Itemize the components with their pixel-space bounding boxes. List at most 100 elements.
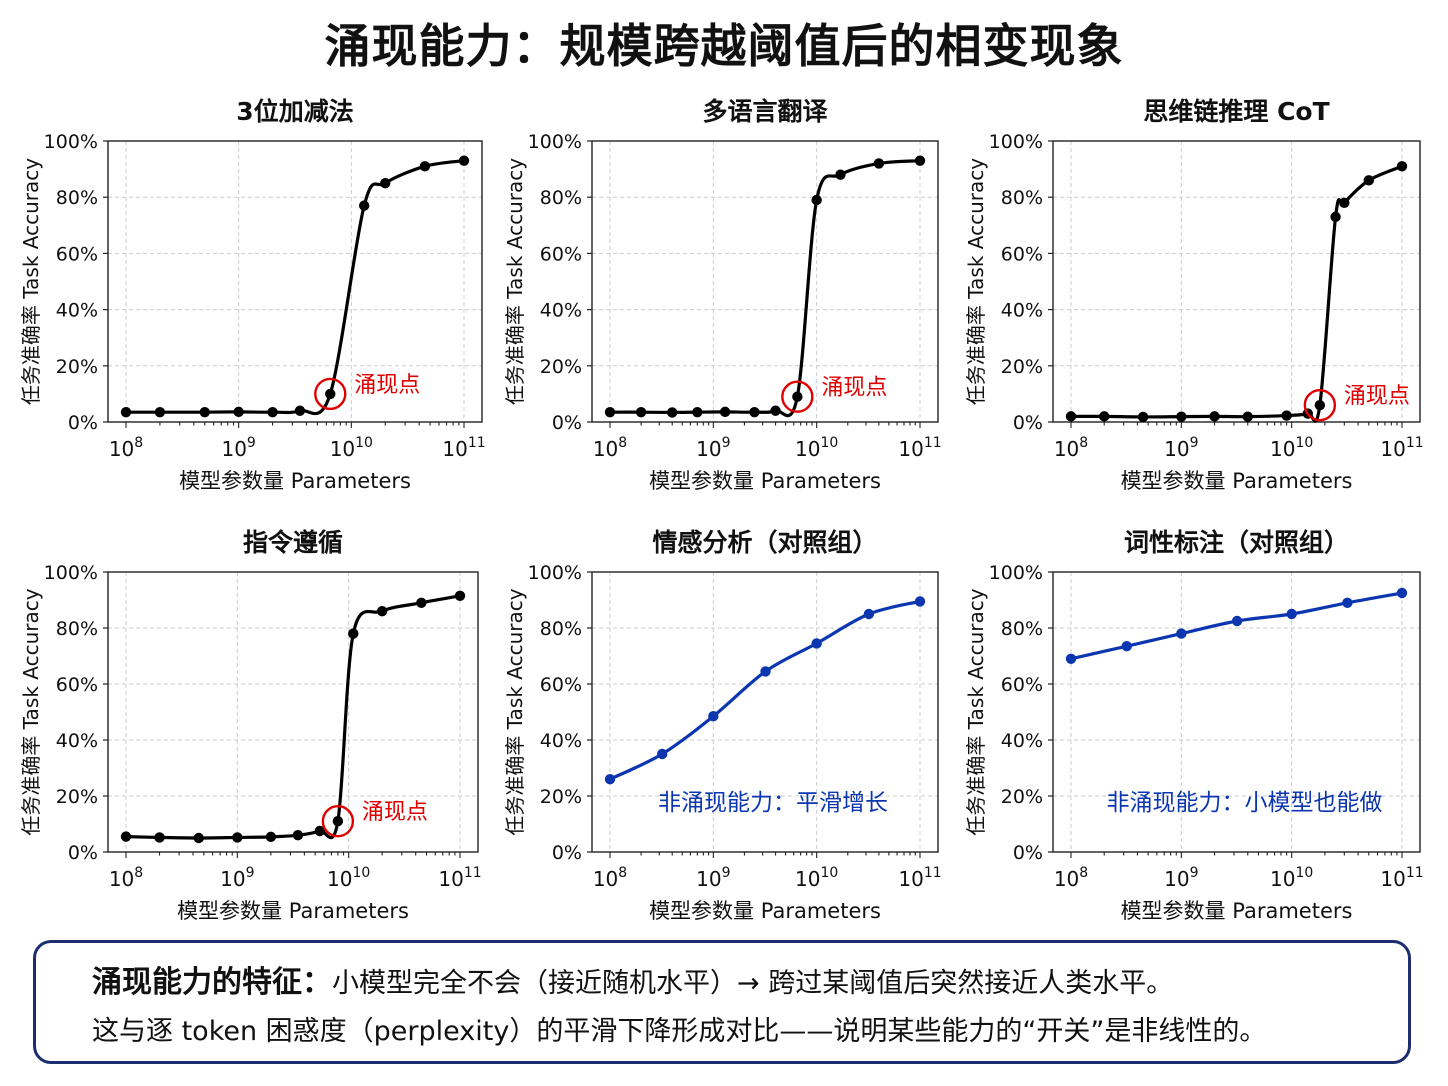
data-point xyxy=(376,606,388,617)
y-tick-label: 60% xyxy=(1001,243,1043,265)
data-point xyxy=(233,406,244,418)
y-tick-label: 80% xyxy=(1001,618,1043,640)
y-axis-label: 任务准确率 Task Accuracy xyxy=(964,158,988,405)
data-point xyxy=(1363,175,1374,186)
y-tick-label: 0% xyxy=(1013,842,1043,864)
data-point xyxy=(1342,597,1353,608)
plot-frame xyxy=(107,140,483,423)
data-point xyxy=(1314,399,1326,411)
chart-panel-4: 0% 20% 40% 60% 80% 100% 108 109 1010 1011 指令遵循模型参数… xyxy=(19,528,482,923)
summary-text-1: 小模型完全不会（接近随机水平）→ 跨过某阈值后突然接近人类水平。 xyxy=(332,968,1174,999)
x-tick-label: 108 xyxy=(593,435,627,461)
data-point xyxy=(1231,615,1243,627)
emergence-marker-circle xyxy=(781,380,814,413)
emergence-marker-circle xyxy=(1303,388,1337,422)
series-line xyxy=(1070,164,1403,423)
data-point xyxy=(708,711,719,722)
x-axis-label: 模型参数量 Parameters xyxy=(1121,469,1353,493)
y-tick-label: 80% xyxy=(56,618,98,640)
subplot-title: 3位加减法 xyxy=(236,97,353,126)
data-point xyxy=(1339,197,1350,209)
x-axis-label: 模型参数量 Parameters xyxy=(649,899,881,923)
data-point xyxy=(154,406,166,418)
x-tick-label: 109 xyxy=(696,865,730,891)
data-point xyxy=(604,774,616,785)
data-point xyxy=(120,406,132,418)
summary-lead: 涌现能力的特征： xyxy=(92,965,332,1000)
x-tick-label: 109 xyxy=(1164,435,1198,461)
chart-panel-3: 0% 20% 40% 60% 80% 100% 108 109 1010 1011 思维链推理 Co… xyxy=(964,97,1424,493)
y-tick-label: 100% xyxy=(528,131,582,153)
data-point xyxy=(1396,587,1408,599)
page-title: 涌现能力：规模跨越阈值后的相变现象 xyxy=(324,19,1124,73)
y-tick-label: 100% xyxy=(989,131,1043,153)
y-tick-label: 40% xyxy=(1001,730,1043,752)
data-point xyxy=(314,825,325,837)
data-point xyxy=(454,590,466,601)
y-tick-label: 60% xyxy=(56,243,98,265)
x-tick-label: 1011 xyxy=(898,865,941,891)
data-point xyxy=(1065,653,1077,664)
data-point xyxy=(770,405,781,416)
x-axis-label: 模型参数量 Parameters xyxy=(179,469,411,493)
y-tick-label: 80% xyxy=(540,187,582,209)
data-point xyxy=(380,177,391,189)
x-tick-label: 108 xyxy=(1054,865,1088,891)
x-tick-label: 1011 xyxy=(1380,435,1423,461)
data-point xyxy=(604,406,616,418)
y-tick-label: 20% xyxy=(1001,356,1043,378)
subplot-title: 多语言翻译 xyxy=(702,97,828,126)
summary-line-1: 涌现能力的特征：小模型完全不会（接近随机水平）→ 跨过某阈值后突然接近人类水平。 xyxy=(92,959,1352,1008)
plot-frame xyxy=(1052,571,1421,853)
x-axis-label: 模型参数量 Parameters xyxy=(1121,899,1353,923)
control-annotation: 非涌现能力：平滑增长 xyxy=(658,790,888,816)
data-point xyxy=(811,194,822,206)
plot-frame xyxy=(591,140,939,423)
plot-frame xyxy=(591,571,939,853)
data-point xyxy=(199,406,210,418)
data-point xyxy=(267,406,278,418)
y-tick-label: 100% xyxy=(44,131,98,153)
data-point xyxy=(667,407,678,418)
y-tick-label: 40% xyxy=(540,730,582,752)
chart-grid: 0% 20% 40% 60% 80% 100% 108 109 1010 1011 3位加减法模型参… xyxy=(19,97,1424,923)
data-point xyxy=(914,596,926,607)
x-tick-label: 108 xyxy=(109,435,143,461)
x-tick-label: 108 xyxy=(593,865,627,891)
y-tick-label: 20% xyxy=(540,786,582,808)
data-point xyxy=(154,832,165,843)
y-tick-label: 40% xyxy=(1001,300,1043,322)
y-tick-label: 60% xyxy=(540,243,582,265)
data-point xyxy=(635,406,647,418)
y-tick-label: 20% xyxy=(540,356,582,378)
data-point xyxy=(914,155,926,166)
x-tick-label: 1011 xyxy=(438,865,481,891)
x-tick-label: 1010 xyxy=(795,435,838,461)
summary-note: 涌现能力的特征：小模型完全不会（接近随机水平）→ 跨过某阈值后突然接近人类水平。… xyxy=(33,940,1411,1064)
y-tick-label: 0% xyxy=(1013,412,1043,434)
data-point xyxy=(292,830,304,841)
y-axis-label: 任务准确率 Task Accuracy xyxy=(503,588,527,835)
x-tick-label: 108 xyxy=(1054,435,1088,461)
data-point xyxy=(1330,211,1341,223)
subplot-title: 情感分析（对照组） xyxy=(652,528,877,557)
y-tick-label: 0% xyxy=(552,412,582,434)
x-tick-label: 109 xyxy=(696,435,730,461)
subplot-title: 思维链推理 CoT xyxy=(1143,97,1329,126)
summary-line-2: 这与逐 token 困惑度（perplexity）的平滑下降形成对比——说明某些… xyxy=(92,1016,1267,1047)
data-point xyxy=(193,832,204,844)
y-axis-label: 任务准确率 Task Accuracy xyxy=(19,158,43,405)
data-point xyxy=(692,406,703,418)
y-tick-label: 60% xyxy=(56,674,98,696)
data-point xyxy=(1176,411,1187,422)
data-point xyxy=(120,831,132,842)
emergence-label: 涌现点 xyxy=(1344,384,1410,409)
data-point xyxy=(416,597,427,608)
y-axis-label: 任务准确率 Task Accuracy xyxy=(503,158,527,405)
y-tick-label: 20% xyxy=(1001,786,1043,808)
x-tick-label: 108 xyxy=(109,865,143,891)
data-point xyxy=(419,161,431,172)
data-point xyxy=(1286,608,1297,620)
y-tick-label: 100% xyxy=(44,562,98,584)
emergence-marker-circle xyxy=(321,805,355,838)
